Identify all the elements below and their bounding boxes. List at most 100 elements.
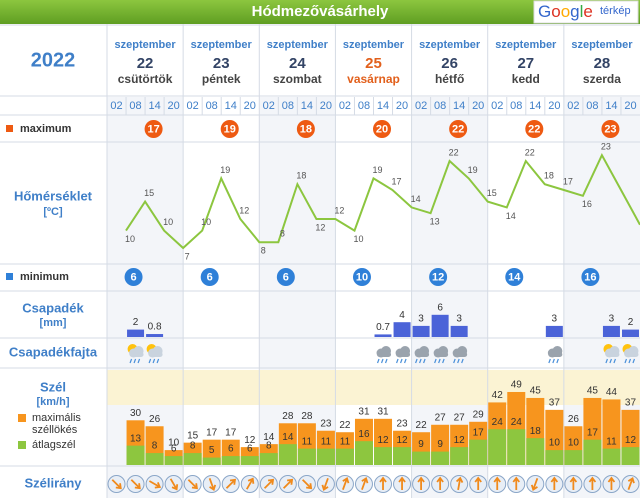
arrow bbox=[627, 476, 635, 490]
avg-label: 12 bbox=[625, 435, 637, 446]
weekday: kedd bbox=[512, 72, 540, 86]
precip-label: 2 bbox=[133, 317, 139, 328]
min-value: 10 bbox=[356, 271, 368, 283]
gust-label: 12 bbox=[244, 435, 256, 446]
max-value: 23 bbox=[604, 123, 616, 135]
wind-arrow bbox=[469, 475, 488, 493]
precip-icon bbox=[547, 346, 563, 364]
arrow bbox=[111, 479, 122, 490]
row-label: Szél bbox=[40, 379, 66, 394]
min-badge bbox=[276, 268, 295, 286]
row-label: minimum bbox=[20, 271, 69, 283]
arrow bbox=[550, 476, 559, 490]
hour: 02 bbox=[187, 100, 199, 112]
rain bbox=[148, 358, 152, 364]
hour: 20 bbox=[168, 100, 180, 112]
min-value: 6 bbox=[130, 271, 136, 283]
avg-label: 6 bbox=[171, 444, 177, 455]
avg-label: 8 bbox=[190, 441, 196, 452]
arrow bbox=[187, 479, 198, 490]
avg-bar bbox=[278, 444, 297, 465]
rain bbox=[438, 358, 441, 364]
hour: 14 bbox=[605, 100, 617, 112]
avg-bar bbox=[564, 450, 583, 465]
rain bbox=[461, 358, 464, 364]
row-label: Szélirány bbox=[24, 475, 82, 490]
rain bbox=[605, 358, 609, 364]
avg-label: 6 bbox=[228, 444, 234, 455]
row-label: átlagszél bbox=[32, 439, 75, 451]
row-label: [km/h] bbox=[37, 396, 70, 408]
gust-label: 26 bbox=[149, 414, 161, 425]
avg-label: 17 bbox=[473, 427, 485, 438]
map-link[interactable]: térkép bbox=[600, 5, 631, 17]
avg-label: 17 bbox=[587, 427, 599, 438]
hour: 02 bbox=[491, 100, 503, 112]
row-label: maximum bbox=[20, 123, 72, 135]
hour: 14 bbox=[529, 100, 541, 112]
cloud bbox=[129, 352, 144, 357]
wind-arrow bbox=[450, 475, 469, 493]
avg-label: 11 bbox=[606, 436, 617, 447]
precip-icon bbox=[414, 346, 430, 364]
day-number: 25 bbox=[365, 55, 382, 72]
arrow bbox=[493, 476, 501, 490]
hour: 02 bbox=[415, 100, 427, 112]
header-bar bbox=[0, 0, 640, 24]
temperature-label: 14 bbox=[506, 211, 516, 221]
hour: 14 bbox=[453, 100, 465, 112]
hour: 08 bbox=[282, 100, 294, 112]
temperature-label: 10 bbox=[125, 234, 135, 244]
rain bbox=[384, 358, 388, 364]
wind-arrow bbox=[545, 475, 564, 493]
avg-bar bbox=[374, 447, 393, 465]
rain bbox=[415, 358, 418, 364]
hour: 08 bbox=[206, 100, 218, 112]
avg-label: 6 bbox=[247, 444, 253, 455]
temperature-label: 23 bbox=[601, 142, 611, 152]
precip-label: 0.7 bbox=[376, 322, 390, 333]
google-logo-box[interactable] bbox=[533, 0, 639, 24]
rain bbox=[632, 358, 636, 364]
arrow bbox=[225, 478, 237, 489]
gust-label: 28 bbox=[301, 411, 313, 422]
arrow bbox=[512, 476, 520, 490]
hour: 08 bbox=[510, 100, 522, 112]
precip-label: 3 bbox=[456, 314, 462, 325]
arrow bbox=[301, 479, 313, 490]
temperature-label: 18 bbox=[296, 171, 306, 181]
rain bbox=[624, 358, 628, 364]
arrow bbox=[130, 479, 141, 490]
arrow bbox=[455, 476, 464, 491]
temperature-label: 19 bbox=[468, 165, 478, 175]
min-badge bbox=[352, 268, 371, 286]
day-number: 22 bbox=[137, 55, 154, 72]
temperature-label: 14 bbox=[411, 194, 421, 204]
avg-label: 24 bbox=[511, 417, 523, 428]
avg-bar bbox=[545, 450, 564, 465]
temperature-label: 18 bbox=[544, 171, 554, 181]
arrow bbox=[474, 476, 482, 490]
hour: 20 bbox=[548, 100, 560, 112]
precip-label: 3 bbox=[418, 314, 424, 325]
rain bbox=[423, 358, 426, 364]
temperature-label: 16 bbox=[582, 199, 592, 209]
gust-label: 10 bbox=[168, 438, 180, 449]
max-badge bbox=[220, 120, 239, 138]
avg-bar bbox=[240, 456, 259, 465]
hour: 14 bbox=[377, 100, 389, 112]
arrow bbox=[417, 476, 425, 490]
gust-label: 31 bbox=[377, 406, 389, 417]
gust-label: 30 bbox=[130, 408, 142, 419]
hour: 20 bbox=[472, 100, 484, 112]
google-logo[interactable]: Google bbox=[538, 2, 593, 21]
weekday: vasárnap bbox=[347, 72, 400, 86]
rain bbox=[133, 358, 137, 364]
max-value: 18 bbox=[300, 123, 312, 135]
month: szeptember bbox=[115, 39, 177, 51]
precip-label: 0.8 bbox=[148, 322, 162, 333]
avg-label: 5 bbox=[209, 445, 215, 456]
weekday: péntek bbox=[202, 72, 241, 86]
wind-arrow bbox=[583, 475, 602, 493]
